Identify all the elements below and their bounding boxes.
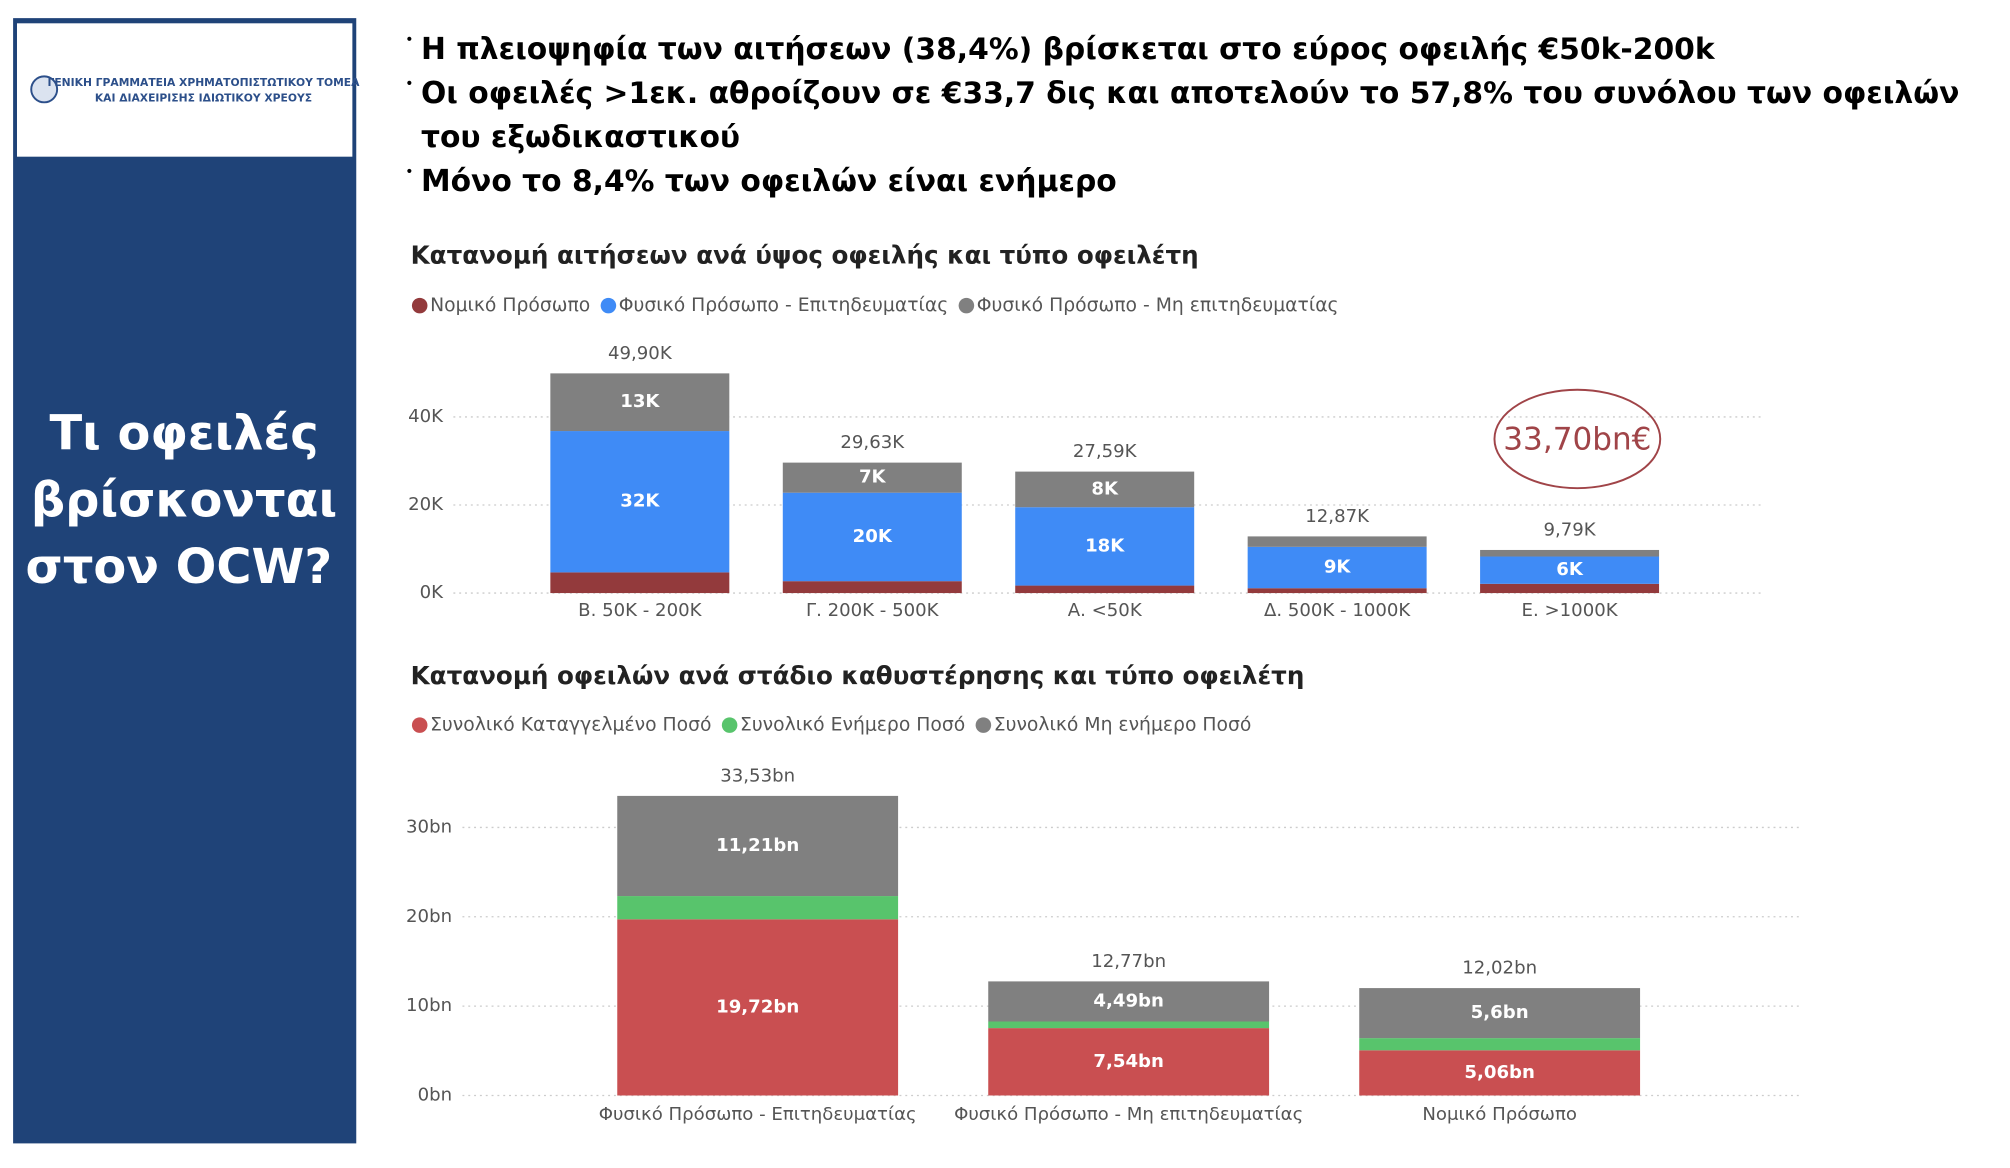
bar-segment [550, 373, 730, 432]
bar-segment [550, 431, 730, 573]
bar-segment [1480, 549, 1660, 557]
x-tick-label: Φυσικό Πρόσωπο - Επιτηδευματίας [599, 1104, 917, 1125]
bullet-dot [407, 168, 412, 173]
legend-label: Συνολικό Καταγγελμένο Ποσό [430, 715, 711, 736]
bullet-dot [407, 36, 412, 41]
x-tick-label: Β. 50K - 200K [578, 600, 702, 621]
bar-segment [550, 572, 730, 594]
bullet-text: Οι οφειλές >1εκ. αθροίζουν σε €33,7 δις … [421, 76, 1959, 111]
y-tick-label: 10bn [406, 995, 452, 1016]
bar-segment [617, 795, 899, 897]
legend-label: Συνολικό Μη ενήμερο Ποσό [994, 715, 1252, 736]
chart-title: Κατανομή οφειλών ανά στάδιο καθυστέρησης… [411, 661, 1305, 690]
x-tick-label: Νομικό Πρόσωπο [1422, 1104, 1577, 1125]
value-label: 20K [853, 526, 893, 547]
bar-segment [1015, 507, 1195, 586]
legend-marker [600, 297, 617, 314]
bar-segment [988, 1028, 1270, 1096]
bar-segment [782, 462, 962, 493]
legend-marker [411, 717, 428, 733]
bar-segment [1480, 583, 1660, 594]
bullet-text: του εξωδικαστικού [421, 120, 740, 155]
sidebar [13, 18, 357, 1144]
x-tick-label: Ε. >1000K [1522, 600, 1619, 621]
value-label: 5,6bn [1471, 1002, 1529, 1023]
total-label: 9,79K [1543, 520, 1596, 541]
total-label: 12,77bn [1091, 951, 1166, 972]
bar-segment [1480, 556, 1660, 584]
bullet-text: Μόνο το 8,4% των οφειλών είναι ενήμερο [421, 164, 1117, 199]
value-label: 5,06bn [1464, 1062, 1535, 1083]
total-label: 49,90K [608, 343, 673, 364]
bar-segment [1247, 546, 1427, 589]
y-tick-label: 0bn [418, 1084, 453, 1105]
bar-segment [988, 981, 1270, 1022]
bar-segment [1015, 585, 1195, 594]
bar-segment [617, 896, 899, 920]
total-label: 33,53bn [720, 765, 795, 786]
value-label: 18K [1085, 535, 1125, 556]
bar-segment [1359, 1038, 1641, 1051]
bar-segment [782, 492, 962, 582]
bar-segment [1359, 988, 1641, 1039]
bullet-text: Η πλειοψηφία των αιτήσεων (38,4%) βρίσκε… [421, 32, 1716, 67]
total-label: 12,02bn [1462, 958, 1537, 979]
y-tick-label: 40K [408, 406, 444, 427]
x-tick-label: Δ. 500K - 1000K [1264, 600, 1411, 621]
legend-label: Συνολικό Ενήμερο Ποσό [740, 715, 965, 736]
legend-label: Φυσικό Πρόσωπο - Επιτηδευματίας [619, 295, 949, 316]
y-tick-label: 20bn [406, 906, 452, 927]
total-label: 29,63K [840, 432, 905, 453]
logo-emblem [30, 75, 59, 104]
value-label: 13K [620, 391, 660, 412]
chart-title: Κατανομή αιτήσεων ανά ύψος οφειλής και τ… [411, 240, 1199, 269]
legend-marker [958, 297, 975, 314]
total-label: 12,87K [1305, 506, 1370, 527]
y-tick-label: 20K [408, 494, 444, 515]
y-tick-label: 0K [420, 582, 445, 603]
logo-box [16, 23, 353, 157]
x-tick-label: Φυσικό Πρόσωπο - Μη επιτηδευματίας [954, 1104, 1303, 1125]
bar-segment [617, 919, 899, 1096]
value-label: 32K [620, 491, 660, 512]
x-tick-label: Α. <50K [1068, 600, 1143, 621]
value-label: 11,21bn [716, 835, 799, 856]
y-tick-label: 30bn [406, 816, 452, 837]
side-title: βρίσκονται [31, 474, 337, 529]
value-label: 6K [1556, 559, 1584, 580]
legend-label: Νομικό Πρόσωπο [430, 295, 590, 316]
bullet-dot [407, 80, 412, 85]
annotation-ellipse [1493, 388, 1662, 490]
legend-marker [721, 717, 738, 733]
value-label: 7,54bn [1093, 1051, 1164, 1072]
value-label: 7K [859, 467, 887, 488]
bar-segment [1359, 1050, 1641, 1096]
bar-segment [782, 581, 962, 594]
x-tick-label: Γ. 200K - 500K [806, 600, 940, 621]
legend-marker [411, 297, 428, 314]
value-label: 19,72bn [716, 996, 799, 1017]
legend-label: Φυσικό Πρόσωπο - Μη επιτηδευματίας [977, 295, 1339, 316]
value-label: 9K [1324, 557, 1352, 578]
bar-segment [1015, 471, 1195, 508]
total-label: 27,59K [1073, 441, 1138, 462]
side-title: Τι οφειλές [49, 406, 318, 461]
logo-text: ΚΑΙ ΔΙΑΧΕΙΡΙΣΗΣ ΙΔΙΩΤΙΚΟΥ ΧΡΕΟΥΣ [95, 91, 312, 104]
bar-segment [1247, 588, 1427, 594]
side-title: στον OCW? [26, 540, 333, 595]
bar-segment [1247, 536, 1427, 547]
logo-text: ΓΕΝΙΚΗ ΓΡΑΜΜΑΤΕΙΑ ΧΡΗΜΑΤΟΠΙΣΤΩΤΙΚΟΥ ΤΟΜΕ… [47, 76, 360, 89]
value-label: 8K [1091, 478, 1119, 499]
annotation: 33,70bn€ [1503, 421, 1651, 457]
bar-segment [988, 1021, 1270, 1029]
legend-marker [975, 717, 992, 733]
value-label: 4,49bn [1093, 990, 1164, 1011]
